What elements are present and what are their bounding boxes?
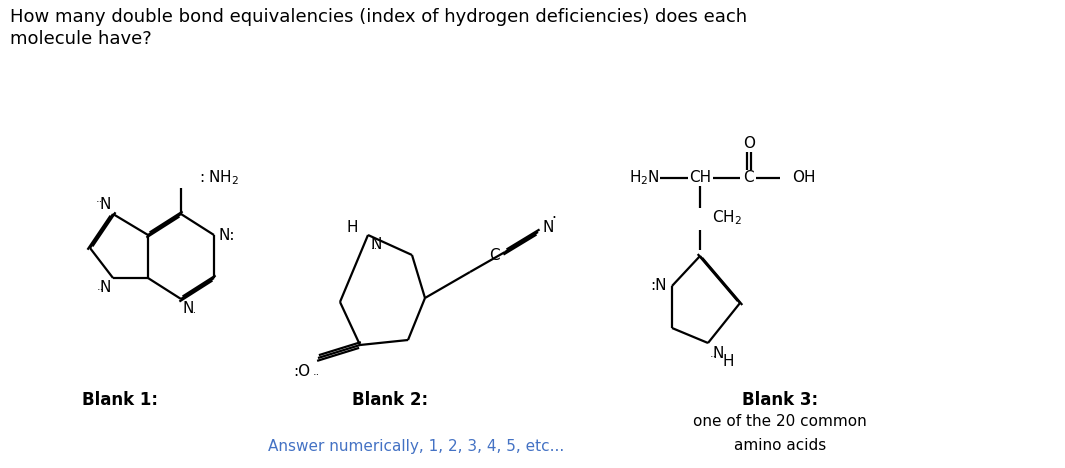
Text: Blank 2:: Blank 2: [351,391,428,409]
Text: N: N [543,220,555,235]
Text: ·: · [552,212,556,227]
Text: ··: ·· [312,370,319,380]
Text: ··: ·· [709,352,717,362]
Text: N: N [712,346,723,361]
Text: : NH$_2$: : NH$_2$ [199,168,240,187]
Text: molecule have?: molecule have? [10,30,151,48]
Text: ··: ·· [371,244,378,254]
Text: N: N [183,301,195,316]
Text: N:: N: [218,227,234,242]
Text: amino acids: amino acids [734,438,826,453]
Text: CH: CH [689,170,711,185]
Text: H: H [722,353,734,368]
Text: H: H [346,219,358,234]
Text: :N: :N [651,278,667,293]
Text: Answer numerically, 1, 2, 3, 4, 5, etc...: Answer numerically, 1, 2, 3, 4, 5, etc..… [268,439,564,454]
Text: How many double bond equivalencies (index of hydrogen deficiencies) does each: How many double bond equivalencies (inde… [10,8,748,26]
Text: ··: ·· [96,285,103,295]
Text: C: C [742,170,753,185]
Text: ··: ·· [190,308,197,318]
Text: N: N [100,197,111,212]
Text: O: O [743,137,755,152]
Text: CH$_2$: CH$_2$ [712,209,742,227]
Text: :O: :O [293,364,310,379]
Text: ··: ·· [96,197,102,207]
Text: OH: OH [792,170,816,185]
Text: Blank 3:: Blank 3: [742,391,818,409]
Text: Blank 1:: Blank 1: [82,391,158,409]
Text: one of the 20 common: one of the 20 common [693,415,867,430]
Text: N: N [370,237,381,252]
Text: H$_2$N: H$_2$N [629,168,660,187]
Text: C: C [490,249,499,263]
Text: N: N [100,280,111,295]
